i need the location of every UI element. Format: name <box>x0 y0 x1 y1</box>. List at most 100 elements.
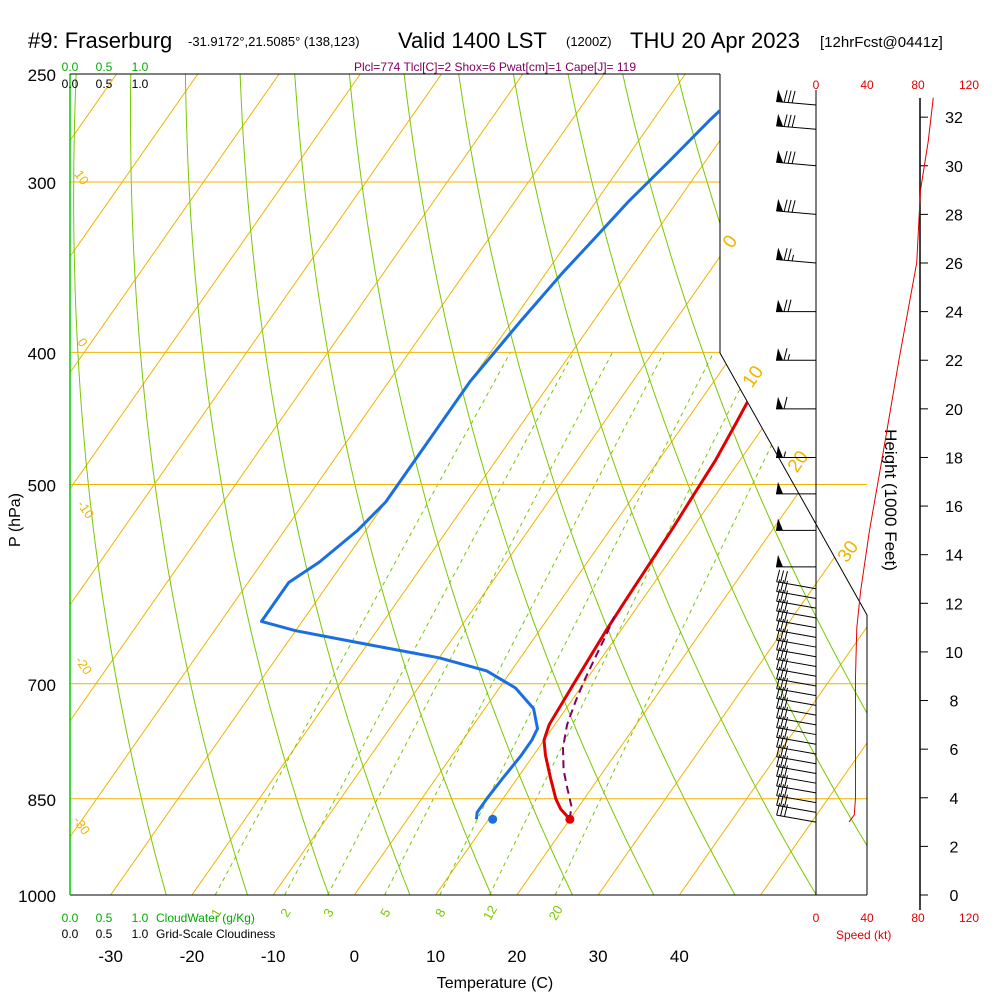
pressure-tick-label: 500 <box>28 477 56 496</box>
cloudiness-tick-top: 1.0 <box>132 77 149 91</box>
height-tick-label: 30 <box>945 159 963 176</box>
wind-barb-feather <box>776 676 781 689</box>
wind-barb-feather <box>776 579 781 592</box>
cloud-water-tick-bottom: 0.0 <box>62 911 79 925</box>
cloudiness-tick-top: 0.5 <box>96 77 113 91</box>
wind-barb <box>776 554 816 568</box>
wind-barb-feather <box>780 628 785 641</box>
isotherm-label: 0 <box>719 231 742 252</box>
wind-barb-feather <box>776 764 781 777</box>
wind-barb-feather <box>780 648 785 661</box>
wind-barb-feather <box>780 735 785 748</box>
height-tick-label: 20 <box>945 402 963 419</box>
speed-tick-top: 120 <box>959 78 979 92</box>
wind-barb-staff <box>776 610 817 619</box>
speed-tick-bottom: 40 <box>860 911 874 925</box>
wind-barb-feather <box>776 754 781 767</box>
height-tick-label: 8 <box>950 694 959 711</box>
wind-barb-feather <box>780 696 785 709</box>
wind-barb <box>776 734 817 755</box>
wind-barb-feather <box>784 658 788 671</box>
wind-barb-feather <box>787 248 792 261</box>
wind-barb-feather <box>784 590 788 603</box>
wind-barb-staff <box>776 620 817 629</box>
chart-title: #9: Fraserburg -31.9172°,21.5085° (138,1… <box>0 28 1000 58</box>
isotherm-label: 30 <box>834 537 863 566</box>
wind-barb-feather <box>783 396 788 409</box>
wind-barb-feather <box>784 668 788 681</box>
wind-barb-staff <box>776 629 817 638</box>
dry-adiabat-label: 10 <box>71 167 92 187</box>
wind-barb-feather <box>783 199 788 212</box>
wind-barb-feather <box>784 571 788 584</box>
dry-adiabat-line <box>508 74 817 895</box>
wind-barb <box>776 445 816 458</box>
valid-time: Valid 1400 LST <box>398 28 547 53</box>
speed-tick-bottom: 80 <box>911 911 925 925</box>
wind-barb-feather <box>791 151 796 164</box>
wind-barb-feather <box>776 647 781 660</box>
wind-barb-feather <box>780 589 785 603</box>
wind-barb <box>776 518 816 531</box>
wind-barb-flag <box>776 113 784 127</box>
wind-barb-flag <box>776 247 784 261</box>
x-tick-label: -10 <box>261 947 286 966</box>
pressure-tick-label: 700 <box>28 676 56 695</box>
wind-barb-feather <box>784 677 788 691</box>
wind-barb <box>776 627 817 648</box>
wind-barb-feather <box>784 619 788 632</box>
forecast-date: THU 20 Apr 2023 <box>630 28 800 53</box>
wind-barb <box>776 608 817 629</box>
wind-barb-feather <box>787 199 792 213</box>
x-tick-label: -30 <box>98 947 123 966</box>
wind-barb <box>776 569 817 590</box>
height-tick-label: 0 <box>950 888 959 905</box>
wind-barb-feather <box>780 716 785 729</box>
wind-barb-flag <box>776 445 783 458</box>
isotherm-line <box>678 74 867 895</box>
mixing-ratio-label: 2 <box>277 906 294 920</box>
y-axis-label: P (hPa) <box>7 493 24 547</box>
isotherm-line <box>597 74 867 895</box>
wind-barb <box>776 666 817 687</box>
mixing-ratio-label: 5 <box>377 906 394 920</box>
wind-barb-staff <box>776 659 817 668</box>
wind-barb-staff <box>776 746 817 755</box>
wind-barb-staff <box>776 649 817 658</box>
wind-barb-feather <box>784 726 788 739</box>
isotherm-line <box>70 74 199 895</box>
wind-barb-staff <box>776 600 817 609</box>
wind-barb-feather <box>784 755 788 769</box>
speed-tick-bottom: 120 <box>959 911 979 925</box>
wind-barb <box>776 715 817 736</box>
wind-barb <box>776 113 817 130</box>
wind-barb-feather <box>780 570 785 583</box>
wind-barb <box>776 773 817 794</box>
wind-barb-feather <box>776 589 781 602</box>
wind-barb <box>776 89 817 106</box>
speed-tick-top: 40 <box>860 78 874 92</box>
pressure-tick-label: 400 <box>28 344 56 363</box>
speed-tick-top: 80 <box>911 78 925 92</box>
dry-adiabat-label: -10 <box>74 497 97 521</box>
wind-barb <box>776 618 817 638</box>
wind-barb-feather <box>784 629 788 642</box>
wind-barb <box>776 764 817 784</box>
wind-barb-feather <box>783 299 788 312</box>
plot-frame <box>69 73 868 896</box>
cloud-water-tick-top: 0.5 <box>96 60 113 74</box>
cloudiness-tick-bottom: 1.0 <box>132 927 149 941</box>
cloudiness-tick-bottom: 0.0 <box>62 927 79 941</box>
wind-barb-feather <box>776 744 781 757</box>
wind-barb-flag <box>776 396 783 409</box>
station-title: #9: Fraserburg <box>28 28 173 53</box>
wind-barb <box>776 598 817 619</box>
wind-barb <box>776 793 817 813</box>
wind-barb-feather <box>784 775 788 788</box>
wind-barb <box>776 696 817 716</box>
mixing-ratio-label: 3 <box>320 906 337 920</box>
x-tick-label: 30 <box>589 947 608 966</box>
wind-barb <box>776 150 817 167</box>
cloudiness-tick-bottom: 0.5 <box>96 927 113 941</box>
wind-barb-feather <box>780 667 785 680</box>
